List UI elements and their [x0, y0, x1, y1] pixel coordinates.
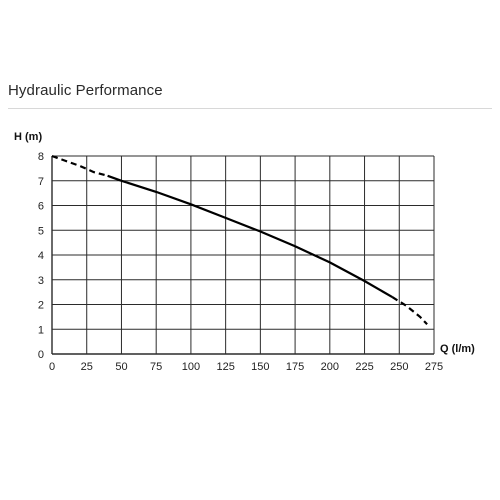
x-tick-label: 200 [321, 361, 339, 373]
x-tick-label: 50 [115, 361, 127, 373]
performance-curve-dashed-0 [51, 154, 108, 177]
performance-curve-dashed-2 [391, 296, 428, 326]
y-tick-label: 2 [38, 300, 44, 312]
x-tick-label: 275 [425, 361, 443, 373]
chart-ticks: 0 25 50 75 100 125 150 175 200 225 250 275 0 1 2 3 4 5 6 7 8 [38, 151, 443, 373]
y-tick-label: 8 [38, 151, 44, 163]
x-tick-label: 25 [81, 361, 93, 373]
x-tick-label: 150 [251, 361, 269, 373]
y-tick-label: 6 [38, 201, 44, 213]
y-tick-label: 0 [38, 349, 44, 361]
section-title: Hydraulic Performance [8, 82, 163, 99]
x-tick-label: 225 [355, 361, 373, 373]
x-tick-label: 250 [390, 361, 408, 373]
y-tick-label: 3 [38, 275, 44, 287]
x-tick-label: 175 [286, 361, 304, 373]
x-tick-label: 125 [216, 361, 234, 373]
y-axis-label: H (m) [14, 131, 42, 143]
y-tick-label: 1 [38, 324, 44, 336]
title-divider [8, 108, 492, 109]
chart-curves [51, 154, 428, 326]
x-tick-label: 75 [150, 361, 162, 373]
y-tick-label: 7 [38, 176, 44, 188]
y-tick-label: 5 [38, 225, 44, 237]
performance-curve-solid-1 [107, 174, 393, 299]
x-axis-label: Q (l/m) [440, 343, 475, 355]
chart-grid [51, 155, 435, 355]
x-tick-label: 100 [182, 361, 200, 373]
y-tick-label: 4 [38, 250, 44, 262]
x-tick-label: 0 [49, 361, 55, 373]
